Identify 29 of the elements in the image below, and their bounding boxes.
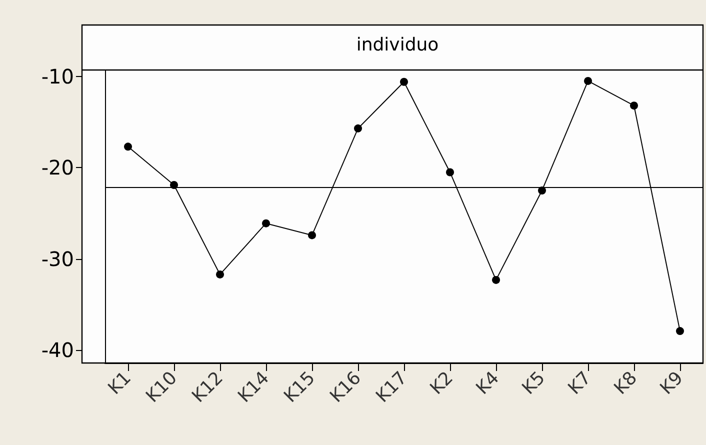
x-tick-label: K15 [280, 368, 320, 407]
point [630, 102, 638, 110]
point [538, 186, 546, 194]
y-tick-label: -20 [41, 156, 74, 180]
point [400, 78, 408, 86]
point [124, 142, 132, 151]
point [216, 270, 224, 278]
point [492, 276, 500, 284]
point [262, 219, 270, 228]
x-tick-label: K14 [234, 368, 274, 407]
point [308, 231, 316, 240]
point [584, 76, 592, 85]
x-tick-label: K5 [518, 368, 550, 399]
x-tick-label: K1 [104, 368, 136, 399]
x-tick-label: K10 [142, 368, 182, 407]
point [446, 168, 454, 176]
x-tick-label: K8 [610, 368, 642, 399]
point [676, 327, 684, 336]
x-tick-label: K2 [426, 368, 458, 399]
x-tick-label: K9 [656, 368, 688, 399]
x-tick-label: K4 [472, 368, 504, 399]
x-tick-label: K12 [188, 368, 228, 407]
x-tick-label: K7 [564, 368, 596, 399]
point [170, 181, 178, 190]
point [354, 124, 362, 132]
y-tick-label: -40 [41, 338, 74, 362]
y-tick-label: -30 [41, 246, 74, 271]
chart-title: individuo [356, 34, 439, 56]
y-tick-label: -10 [41, 64, 74, 88]
